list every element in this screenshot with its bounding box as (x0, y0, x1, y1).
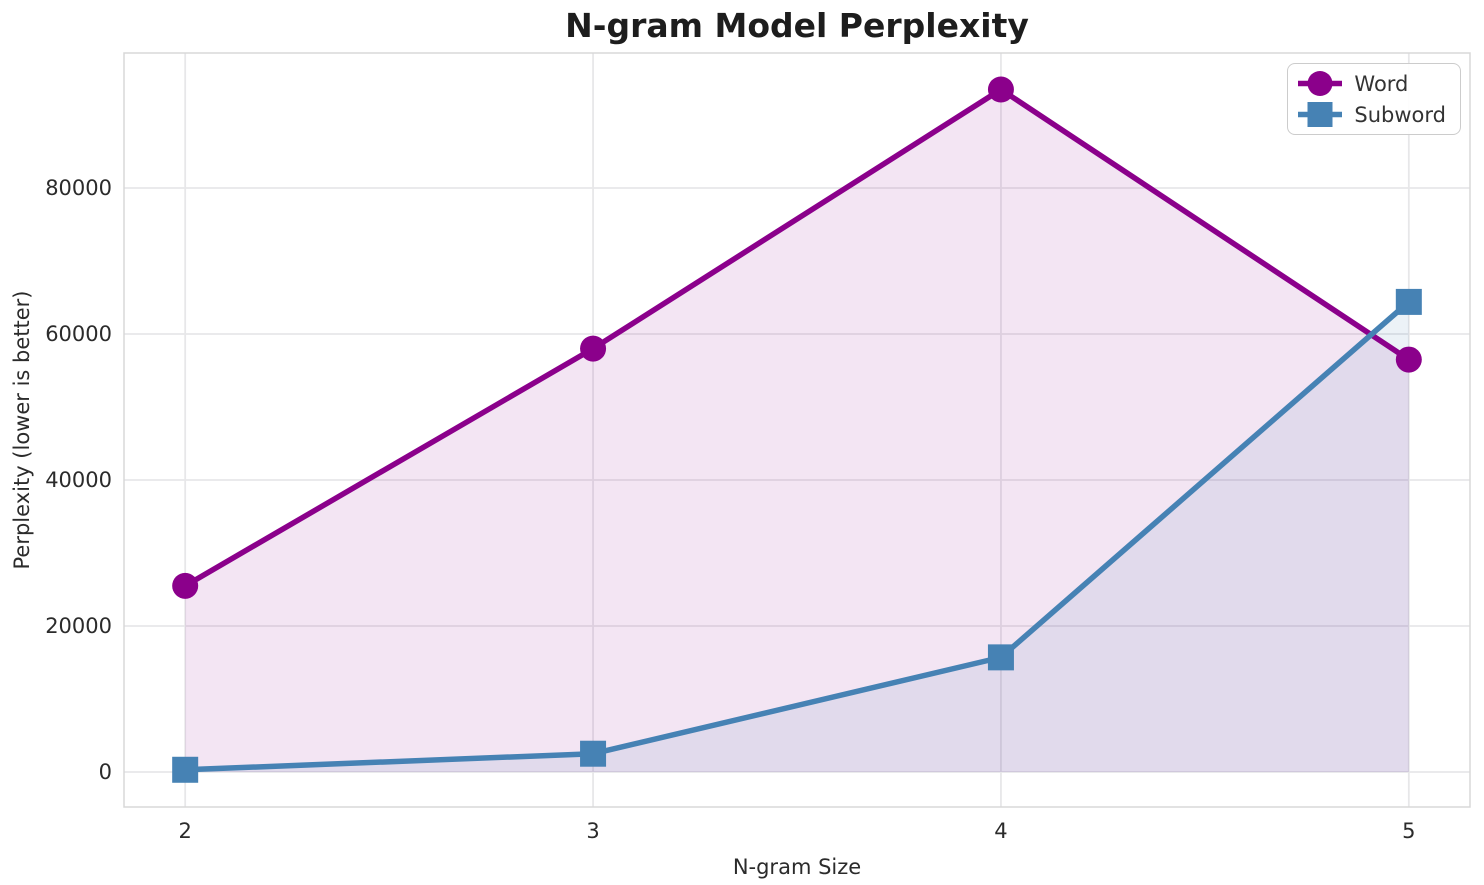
x-tick-label: 4 (994, 819, 1008, 843)
subword-line (185, 299, 1411, 773)
square-marker-icon (1298, 102, 1343, 127)
word-data-point[interactable] (580, 335, 607, 362)
subword-data-point[interactable] (172, 756, 199, 783)
plot-border (123, 52, 1471, 808)
subword-area-fill (185, 301, 1409, 772)
x-tick-label: 5 (1402, 819, 1416, 843)
y-tick-label: 40000 (45, 467, 112, 492)
y-tick-label: 80000 (45, 176, 112, 201)
legend: Word Subword (1287, 63, 1461, 135)
x-axis-label: N-gram Size (732, 855, 862, 879)
legend-item-word: Word (1296, 69, 1446, 98)
subword-data-point[interactable] (580, 740, 607, 767)
word-data-point[interactable] (1395, 346, 1422, 373)
y-tick-label: 0 (98, 759, 112, 784)
legend-label: Subword (1354, 102, 1446, 127)
circle-marker-icon (1298, 71, 1343, 96)
legend-label: Word (1354, 71, 1409, 96)
y-tick-label: 20000 (45, 613, 112, 638)
word-line (183, 86, 1411, 589)
legend-item-subword: Subword (1296, 100, 1446, 129)
y-tick-label: 60000 (45, 322, 112, 347)
y-axis-label: Perplexity (lower is better) (10, 290, 34, 570)
x-tick-label: 2 (178, 819, 192, 843)
x-tick-label: 3 (586, 819, 600, 843)
subword-data-point[interactable] (987, 644, 1014, 671)
word-data-point[interactable] (172, 572, 199, 599)
word-data-point[interactable] (987, 76, 1014, 103)
subword-data-point[interactable] (1395, 288, 1422, 315)
chart-title: N-gram Model Perplexity (565, 6, 1029, 45)
word-area-fill (185, 89, 1409, 772)
